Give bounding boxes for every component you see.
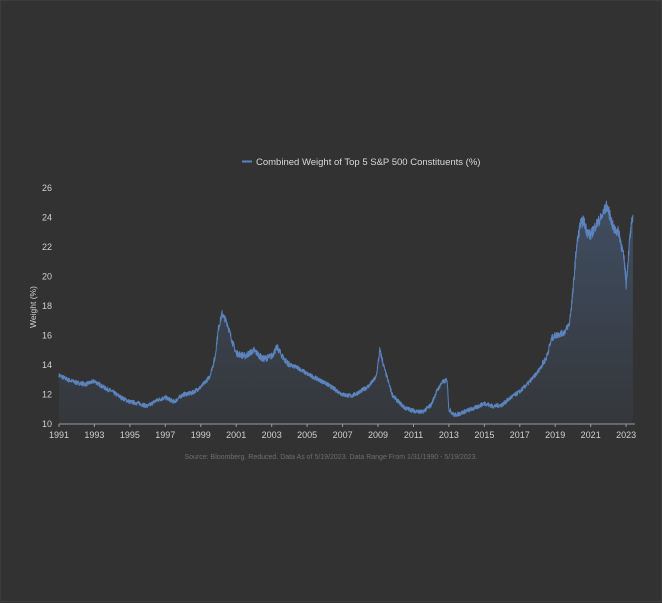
y-tick-label: 14: [42, 360, 52, 370]
x-tick-label: 2005: [297, 430, 317, 440]
source-note: Source: Bloomberg. Reduced. Data As of 5…: [184, 454, 477, 461]
x-tick-label: 2011: [404, 430, 423, 440]
y-tick-label: 20: [42, 272, 52, 282]
y-tick-label: 12: [42, 390, 52, 400]
x-tick-label: 2015: [474, 430, 494, 440]
axes: [58, 423, 635, 427]
series-line: [58, 200, 634, 418]
x-tick-labels: 1991 1993 1995 1997 1999 2001 2003 2005 2007 2009…: [49, 430, 636, 440]
x-tick-label: 2003: [262, 430, 282, 440]
x-tick-label: 1997: [155, 430, 175, 440]
x-tick-label: 2017: [510, 430, 530, 440]
x-tick-label: 2001: [226, 430, 246, 440]
legend: Combined Weight of Top 5 S&P 500 Constit…: [242, 157, 480, 168]
x-tick-label: 2021: [581, 430, 601, 440]
area-group: [59, 201, 633, 424]
y-tick-label: 22: [42, 242, 52, 252]
x-tick-label: 2009: [368, 430, 388, 440]
x-tick-label: 2019: [545, 430, 565, 440]
legend-label: Combined Weight of Top 5 S&P 500 Constit…: [256, 157, 480, 168]
x-tick-label: 1991: [49, 430, 69, 440]
y-axis-label: Weight (%): [28, 286, 38, 328]
y-tick-label: 24: [42, 213, 52, 223]
y-tick-labels: 10 12 14 16 18 20 22 24 26: [42, 183, 52, 429]
x-tick-label: 1999: [191, 430, 211, 440]
y-tick-label: 18: [42, 301, 52, 311]
x-tick-label: 2013: [439, 430, 459, 440]
x-tick-label: 2023: [616, 430, 636, 440]
series-line-group: [58, 200, 634, 418]
x-tick-label: 1995: [120, 430, 140, 440]
series-area: [59, 201, 633, 424]
y-tick-label: 10: [42, 419, 52, 429]
y-tick-label: 16: [42, 331, 52, 341]
x-tick-label: 1993: [84, 430, 104, 440]
y-tick-label: 26: [42, 183, 52, 193]
x-tick-label: 2007: [333, 430, 353, 440]
